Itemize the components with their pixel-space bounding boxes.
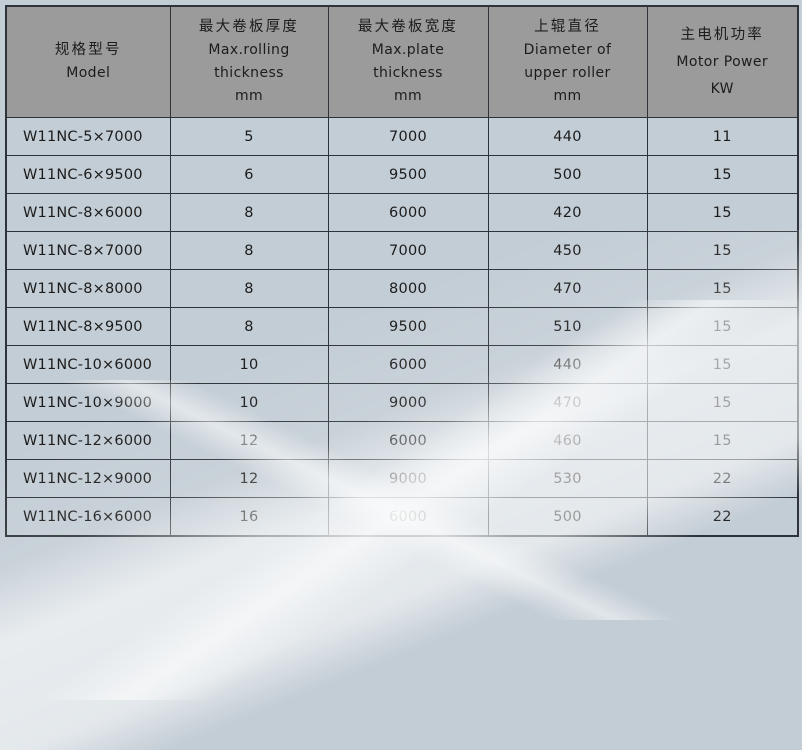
table-row: W11NC-10×6000 10 6000 440 15 bbox=[5, 345, 799, 384]
cell-upper-roller-diameter: 510 bbox=[487, 307, 648, 346]
cell-max-rolling-thickness: 5 bbox=[169, 117, 329, 156]
cell-max-rolling-thickness: 12 bbox=[169, 421, 329, 460]
cell-upper-roller-diameter: 460 bbox=[487, 421, 648, 460]
table-row: W11NC-12×6000 12 6000 460 15 bbox=[5, 421, 799, 460]
specification-table: 规格型号 Model 最大卷板厚度 Max.rolling thickness … bbox=[5, 5, 799, 537]
cell-motor-power: 15 bbox=[646, 155, 799, 194]
column-header-upper-roller-diameter-en1: Diameter of bbox=[523, 42, 612, 58]
column-header-upper-roller-diameter-en2: upper roller bbox=[524, 65, 611, 81]
cell-motor-power: 15 bbox=[646, 307, 799, 346]
cell-upper-roller-diameter: 440 bbox=[487, 117, 648, 156]
column-header-max-plate-thickness: 最大卷板宽度 Max.plate thickness mm bbox=[327, 5, 489, 118]
column-header-max-plate-thickness-en2: thickness bbox=[373, 65, 443, 81]
column-header-max-rolling-thickness-unit: mm bbox=[234, 88, 264, 104]
cell-motor-power: 15 bbox=[646, 231, 799, 270]
cell-model: W11NC-10×9000 bbox=[5, 383, 171, 422]
cell-motor-power: 22 bbox=[646, 459, 799, 498]
cell-model: W11NC-8×6000 bbox=[5, 193, 171, 232]
table-header: 规格型号 Model 最大卷板厚度 Max.rolling thickness … bbox=[5, 5, 799, 118]
cell-max-plate-thickness: 9500 bbox=[327, 307, 489, 346]
column-header-upper-roller-diameter-unit: mm bbox=[553, 88, 582, 104]
cell-upper-roller-diameter: 440 bbox=[487, 345, 648, 384]
cell-model: W11NC-6×9500 bbox=[5, 155, 171, 194]
cell-max-plate-thickness: 7000 bbox=[327, 231, 489, 270]
cell-upper-roller-diameter: 500 bbox=[487, 155, 648, 194]
table-row: W11NC-6×9500 6 9500 500 15 bbox=[5, 155, 799, 194]
cell-max-plate-thickness: 9500 bbox=[327, 155, 489, 194]
cell-model: W11NC-10×6000 bbox=[5, 345, 171, 384]
table-body: W11NC-5×7000 5 7000 440 11 W11NC-6×9500 6 9500 5… bbox=[5, 117, 799, 537]
cell-model: W11NC-16×6000 bbox=[5, 497, 171, 537]
spec-sheet: 规格型号 Model 最大卷板厚度 Max.rolling thickness … bbox=[5, 5, 799, 537]
cell-motor-power: 15 bbox=[646, 193, 799, 232]
column-header-max-plate-thickness-en1: Max.plate bbox=[371, 42, 445, 58]
cell-max-rolling-thickness: 16 bbox=[169, 497, 329, 537]
cell-max-plate-thickness: 6000 bbox=[327, 421, 489, 460]
cell-motor-power: 15 bbox=[646, 345, 799, 384]
table-row: W11NC-8×6000 8 6000 420 15 bbox=[5, 193, 799, 232]
column-header-motor-power-unit: KW bbox=[710, 80, 734, 97]
table-row: W11NC-16×6000 16 6000 500 22 bbox=[5, 497, 799, 537]
table-row: W11NC-8×7000 8 7000 450 15 bbox=[5, 231, 799, 270]
cell-upper-roller-diameter: 450 bbox=[487, 231, 648, 270]
column-header-model: 规格型号 Model bbox=[5, 5, 171, 118]
column-header-max-rolling-thickness-en1: Max.rolling bbox=[208, 42, 290, 58]
cell-max-rolling-thickness: 8 bbox=[169, 307, 329, 346]
cell-model: W11NC-12×6000 bbox=[5, 421, 171, 460]
cell-max-rolling-thickness: 8 bbox=[169, 193, 329, 232]
cell-upper-roller-diameter: 530 bbox=[487, 459, 648, 498]
column-header-max-rolling-thickness: 最大卷板厚度 Max.rolling thickness mm bbox=[169, 5, 329, 118]
column-header-upper-roller-diameter: 上辊直径 Diameter of upper roller mm bbox=[487, 5, 648, 118]
cell-motor-power: 11 bbox=[646, 117, 799, 156]
cell-max-plate-thickness: 9000 bbox=[327, 459, 489, 498]
cell-max-plate-thickness: 8000 bbox=[327, 269, 489, 308]
cell-max-plate-thickness: 6000 bbox=[327, 345, 489, 384]
column-header-max-plate-thickness-cn: 最大卷板宽度 bbox=[357, 19, 459, 35]
cell-model: W11NC-8×9500 bbox=[5, 307, 171, 346]
cell-upper-roller-diameter: 500 bbox=[487, 497, 648, 537]
cell-max-plate-thickness: 9000 bbox=[327, 383, 489, 422]
table-row: W11NC-8×8000 8 8000 470 15 bbox=[5, 269, 799, 308]
cell-motor-power: 22 bbox=[646, 497, 799, 537]
column-header-motor-power-en1: Motor Power bbox=[676, 53, 769, 70]
cell-model: W11NC-5×7000 bbox=[5, 117, 171, 156]
column-header-model-en1: Model bbox=[66, 65, 111, 81]
table-row: W11NC-5×7000 5 7000 440 11 bbox=[5, 117, 799, 156]
column-header-upper-roller-diameter-cn: 上辊直径 bbox=[534, 19, 601, 35]
cell-upper-roller-diameter: 420 bbox=[487, 193, 648, 232]
column-header-max-plate-thickness-unit: mm bbox=[393, 88, 423, 104]
cell-model: W11NC-12×9000 bbox=[5, 459, 171, 498]
column-header-max-rolling-thickness-en2: thickness bbox=[214, 65, 284, 81]
column-header-motor-power: 主电机功率 Motor Power KW bbox=[646, 5, 799, 118]
table-row: W11NC-12×9000 12 9000 530 22 bbox=[5, 459, 799, 498]
column-header-motor-power-spacer-2 bbox=[648, 74, 798, 78]
column-header-motor-power-spacer bbox=[648, 47, 798, 51]
cell-motor-power: 15 bbox=[646, 421, 799, 460]
cell-max-rolling-thickness: 8 bbox=[169, 269, 329, 308]
cell-max-rolling-thickness: 10 bbox=[169, 383, 329, 422]
cell-max-plate-thickness: 6000 bbox=[327, 497, 489, 537]
column-header-motor-power-cn: 主电机功率 bbox=[680, 26, 764, 43]
cell-max-rolling-thickness: 12 bbox=[169, 459, 329, 498]
table-row: W11NC-8×9500 8 9500 510 15 bbox=[5, 307, 799, 346]
table-row: W11NC-10×9000 10 9000 470 15 bbox=[5, 383, 799, 422]
column-header-max-rolling-thickness-cn: 最大卷板厚度 bbox=[198, 19, 300, 35]
cell-model: W11NC-8×7000 bbox=[5, 231, 171, 270]
cell-max-rolling-thickness: 10 bbox=[169, 345, 329, 384]
cell-upper-roller-diameter: 470 bbox=[487, 383, 648, 422]
cell-max-rolling-thickness: 8 bbox=[169, 231, 329, 270]
cell-max-plate-thickness: 6000 bbox=[327, 193, 489, 232]
header-row: 规格型号 Model 最大卷板厚度 Max.rolling thickness … bbox=[5, 5, 799, 118]
cell-motor-power: 15 bbox=[646, 383, 799, 422]
column-header-model-cn: 规格型号 bbox=[54, 42, 122, 58]
cell-max-plate-thickness: 7000 bbox=[327, 117, 489, 156]
cell-max-rolling-thickness: 6 bbox=[169, 155, 329, 194]
cell-upper-roller-diameter: 470 bbox=[487, 269, 648, 308]
cell-motor-power: 15 bbox=[646, 269, 799, 308]
cell-model: W11NC-8×8000 bbox=[5, 269, 171, 308]
